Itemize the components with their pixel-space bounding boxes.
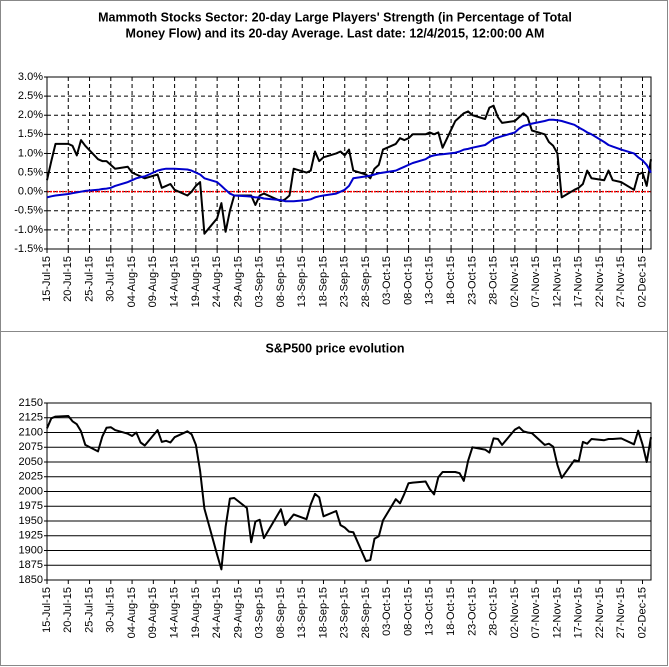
- series-line: [46, 118, 652, 203]
- x-tick-label: 02-Dec-15: [636, 587, 648, 638]
- x-tick-label: 03-Oct-15: [381, 587, 393, 636]
- y-tick-label: 1850: [19, 574, 43, 586]
- x-tick-label: 28-Sep-15: [360, 256, 372, 307]
- x-tick-label: 03-Oct-15: [381, 256, 393, 305]
- x-tick-label: 23-Sep-15: [339, 256, 351, 307]
- x-tick-label: 18-Oct-15: [445, 256, 457, 305]
- y-tick-label: 1975: [19, 500, 43, 512]
- y-tick-label: 2.0%: [18, 109, 43, 121]
- y-tick-label: 1.0%: [18, 147, 43, 159]
- x-tick-label: 29-Aug-15: [232, 587, 244, 638]
- y-tick-label: -1.5%: [14, 243, 43, 255]
- y-tick-label: 1925: [19, 530, 43, 542]
- x-tick-label: 09-Aug-15: [147, 587, 159, 638]
- x-tick-label: 09-Aug-15: [147, 256, 159, 307]
- x-tick-label: 04-Aug-15: [126, 587, 138, 638]
- x-tick-label: 18-Sep-15: [317, 256, 329, 307]
- y-tick-label: 2150: [19, 397, 43, 409]
- x-tick-label: 19-Aug-15: [190, 587, 202, 638]
- y-tick-label: 2025: [19, 471, 43, 483]
- y-tick-label: 2125: [19, 412, 43, 424]
- x-tick-label: 28-Sep-15: [360, 587, 372, 638]
- x-tick-label: 27-Nov-15: [615, 587, 627, 638]
- y-tick-label: -1.0%: [14, 224, 43, 236]
- x-tick-label: 13-Oct-15: [424, 587, 436, 636]
- x-tick-label: 12-Nov-15: [551, 256, 563, 307]
- x-tick-label: 24-Aug-15: [211, 587, 223, 638]
- x-tick-label: 15-Jul-15: [41, 587, 53, 633]
- x-tick-label: 14-Aug-15: [169, 587, 181, 638]
- y-tick-label: 1900: [19, 544, 43, 556]
- x-tick-label: 18-Oct-15: [445, 587, 457, 636]
- x-tick-label: 18-Sep-15: [317, 587, 329, 638]
- x-tick-label: 03-Sep-15: [254, 587, 266, 638]
- y-tick-label: 2000: [19, 485, 43, 497]
- x-tick-label: 13-Sep-15: [296, 587, 308, 638]
- chart-title: Money Flow) and its 20-day Average. Last…: [126, 26, 545, 40]
- x-tick-label: 28-Oct-15: [488, 256, 500, 305]
- x-tick-label: 17-Nov-15: [573, 587, 585, 638]
- x-tick-label: 29-Aug-15: [232, 256, 244, 307]
- y-tick-label: 3.0%: [18, 71, 43, 83]
- x-tick-label: 08-Sep-15: [275, 256, 287, 307]
- x-tick-label: 04-Aug-15: [126, 256, 138, 307]
- x-tick-label: 02-Dec-15: [636, 256, 648, 307]
- x-tick-label: 20-Jul-15: [62, 587, 74, 633]
- series-line: [46, 415, 652, 571]
- x-tick-label: 23-Sep-15: [339, 587, 351, 638]
- x-tick-label: 07-Nov-15: [530, 256, 542, 307]
- y-tick-label: 0.0%: [18, 186, 43, 198]
- x-tick-label: 19-Aug-15: [190, 256, 202, 307]
- x-tick-label: 12-Nov-15: [551, 587, 563, 638]
- y-tick-label: 0.5%: [18, 166, 43, 178]
- x-tick-label: 22-Nov-15: [594, 587, 606, 638]
- x-tick-label: 30-Jul-15: [105, 587, 117, 633]
- chart-title: S&P500 price evolution: [266, 341, 405, 355]
- x-tick-label: 23-Oct-15: [466, 587, 478, 636]
- plot-area: [46, 402, 652, 581]
- x-tick-label: 13-Oct-15: [424, 256, 436, 305]
- x-tick-label: 13-Sep-15: [296, 256, 308, 307]
- x-tick-label: 02-Nov-15: [509, 587, 521, 638]
- x-tick-label: 30-Jul-15: [105, 256, 117, 302]
- y-tick-label: 2050: [19, 456, 43, 468]
- x-tick-label: 20-Jul-15: [62, 256, 74, 302]
- chart-title: Mammoth Stocks Sector: 20-day Large Play…: [98, 10, 572, 24]
- x-tick-label: 27-Nov-15: [615, 256, 627, 307]
- y-tick-label: 1950: [19, 515, 43, 527]
- y-tick-label: 1.5%: [18, 128, 43, 140]
- x-tick-label: 25-Jul-15: [83, 256, 95, 302]
- y-tick-label: 2075: [19, 441, 43, 453]
- y-tick-label: -0.5%: [14, 205, 43, 217]
- x-tick-label: 03-Sep-15: [254, 256, 266, 307]
- y-tick-label: 2.5%: [18, 90, 43, 102]
- x-tick-label: 24-Aug-15: [211, 256, 223, 307]
- series-line: [46, 104, 652, 235]
- x-tick-label: 23-Oct-15: [466, 256, 478, 305]
- x-tick-label: 08-Oct-15: [402, 256, 414, 305]
- x-tick-label: 08-Sep-15: [275, 587, 287, 638]
- x-tick-label: 02-Nov-15: [509, 256, 521, 307]
- x-tick-label: 17-Nov-15: [573, 256, 585, 307]
- x-tick-label: 07-Nov-15: [530, 587, 542, 638]
- y-tick-label: 2100: [19, 426, 43, 438]
- x-tick-label: 22-Nov-15: [594, 256, 606, 307]
- x-tick-label: 15-Jul-15: [41, 256, 53, 302]
- x-tick-label: 14-Aug-15: [169, 256, 181, 307]
- x-tick-label: 08-Oct-15: [402, 587, 414, 636]
- x-tick-label: 25-Jul-15: [83, 587, 95, 633]
- y-tick-label: 1875: [19, 559, 43, 571]
- x-tick-label: 28-Oct-15: [488, 587, 500, 636]
